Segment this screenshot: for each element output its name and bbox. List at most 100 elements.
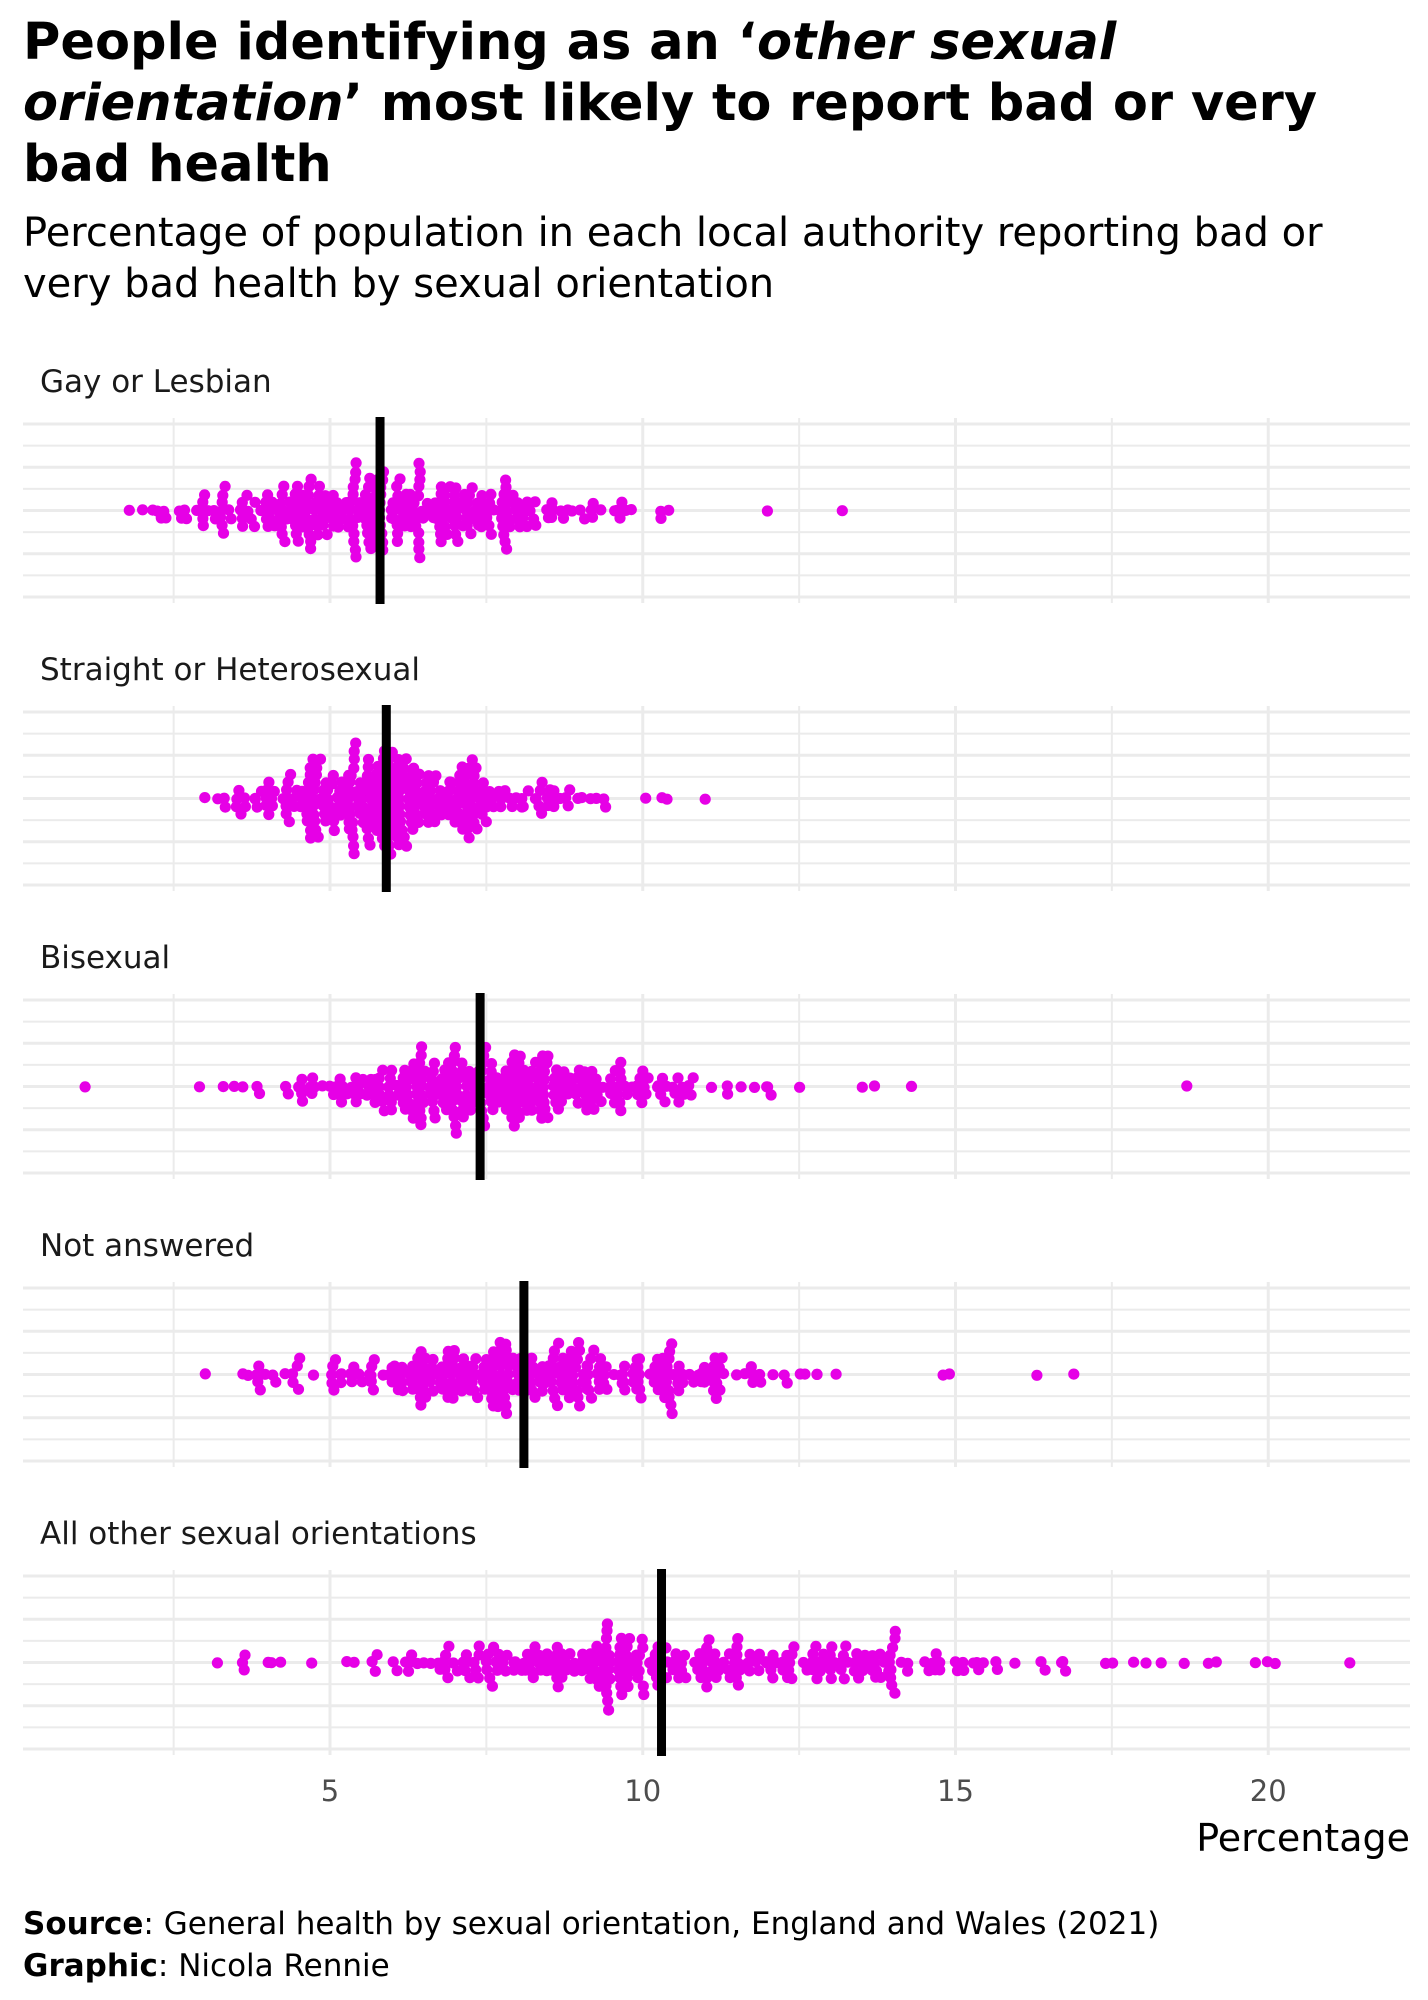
data-point: [934, 1664, 946, 1676]
data-point: [332, 521, 344, 533]
panel-labels: Gay or Lesbian Straight or Heterosexual Bi…: [40, 364, 477, 1552]
source-line: Source: General health by sexual orienta…: [23, 1906, 1160, 1942]
data-point: [500, 1665, 512, 1677]
data-point: [557, 512, 570, 524]
data-point: [735, 1081, 747, 1093]
data-point: [430, 770, 442, 782]
data-point: [709, 1648, 721, 1660]
data-point: [574, 504, 586, 516]
median-layer: [375, 417, 667, 1756]
data-point: [563, 1392, 576, 1404]
data-point: [485, 528, 497, 540]
data-point: [655, 512, 667, 525]
data-point: [350, 466, 362, 478]
data-point: [571, 1353, 584, 1365]
data-point: [427, 1065, 439, 1077]
data-point: [350, 551, 362, 563]
data-point: [732, 1633, 744, 1645]
data-point: [546, 511, 558, 523]
data-point: [501, 1649, 513, 1661]
data-point: [481, 1664, 493, 1676]
data-point: [703, 1634, 715, 1646]
data-point: [394, 800, 406, 812]
data-point: [361, 823, 373, 835]
x-axis: 5 10 15 20 Percentage: [321, 1774, 1410, 1860]
data-point: [413, 768, 425, 780]
data-point: [377, 1064, 389, 1076]
data-point: [546, 1360, 559, 1372]
data-point: [270, 1376, 282, 1388]
x-tick-label: 20: [1250, 1774, 1287, 1808]
data-point: [669, 1087, 681, 1099]
data-point: [602, 1695, 614, 1707]
data-point: [428, 1057, 440, 1069]
data-point: [667, 1664, 679, 1676]
data-point: [731, 1649, 743, 1661]
data-point: [1249, 1657, 1261, 1669]
data-point: [253, 1360, 265, 1372]
data-point: [612, 1088, 624, 1100]
data-point: [386, 1064, 398, 1076]
data-point: [545, 1376, 557, 1388]
data-point: [251, 801, 263, 813]
data-point: [958, 1664, 970, 1676]
panel-label: Not answered: [40, 1228, 254, 1264]
data-point: [868, 1080, 881, 1092]
data-point: [1107, 1657, 1119, 1669]
data-point: [1035, 1656, 1047, 1668]
data-point: [477, 777, 489, 789]
data-point: [313, 480, 325, 492]
data-point: [392, 527, 404, 540]
data-point: [529, 496, 541, 508]
data-point: [887, 1642, 899, 1654]
data-point: [500, 1338, 512, 1350]
data-point: [217, 527, 230, 539]
data-point: [369, 1665, 381, 1677]
data-point: [292, 1383, 305, 1395]
data-point: [473, 1640, 485, 1652]
data-point: [451, 799, 463, 812]
data-point: [501, 1375, 514, 1387]
data-point: [902, 1657, 914, 1669]
data-point: [661, 793, 673, 805]
data-point: [635, 1392, 647, 1404]
data-point: [509, 1656, 521, 1668]
data-point: [391, 535, 403, 548]
points-layer: [79, 457, 1356, 1716]
data-point: [456, 1385, 468, 1397]
data-point: [539, 1103, 551, 1115]
data-point: [536, 776, 548, 788]
data-point: [79, 1081, 91, 1093]
data-point: [296, 1073, 308, 1085]
data-point: [632, 1672, 644, 1684]
data-point: [734, 1664, 746, 1676]
data-point: [364, 839, 376, 851]
data-point: [397, 1385, 409, 1397]
data-point: [160, 512, 172, 524]
data-point: [527, 1672, 539, 1684]
data-point: [193, 1081, 206, 1093]
data-point: [238, 1664, 250, 1676]
data-point: [731, 1641, 743, 1653]
data-point: [305, 473, 317, 485]
data-point: [517, 801, 529, 813]
data-point: [429, 1112, 441, 1124]
data-point: [225, 513, 237, 525]
data-point: [794, 1081, 806, 1093]
data-point: [446, 1064, 458, 1076]
data-point: [411, 777, 423, 789]
data-point: [463, 832, 475, 844]
x-tick-label: 10: [624, 1774, 661, 1808]
data-point: [551, 1399, 564, 1412]
data-point: [574, 1400, 586, 1412]
data-point: [600, 801, 612, 813]
data-point: [487, 1104, 499, 1116]
data-point: [836, 505, 848, 517]
data-point: [659, 1096, 671, 1108]
data-point: [521, 520, 533, 533]
data-point: [625, 504, 637, 516]
data-point: [412, 816, 425, 829]
data-point: [319, 490, 331, 502]
data-point: [576, 792, 588, 804]
data-point: [471, 823, 483, 835]
